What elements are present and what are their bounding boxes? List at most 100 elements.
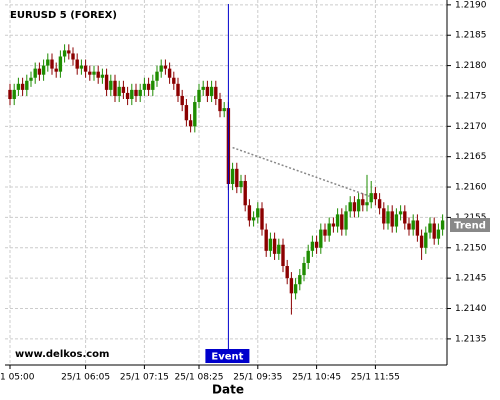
- candle-body: [8, 89, 12, 99]
- candles: [8, 44, 445, 315]
- candle-body: [281, 244, 285, 267]
- candle-body: [100, 74, 105, 78]
- candle-body: [277, 244, 281, 254]
- candle-body: [256, 208, 260, 218]
- y-tick-label: 1.2135: [455, 334, 487, 344]
- trend-line: [232, 146, 372, 198]
- candle-body: [209, 86, 214, 96]
- x-tick-label: 25/1 06:05: [61, 373, 110, 383]
- candle-body: [264, 229, 268, 251]
- candle-body: [239, 180, 243, 188]
- candle-body: [373, 193, 378, 200]
- candle-body: [386, 211, 390, 224]
- candle-body: [289, 278, 294, 294]
- candle-body: [407, 223, 411, 230]
- candle-body: [377, 199, 382, 209]
- candle-body: [33, 68, 37, 78]
- candle-body: [62, 50, 67, 57]
- candle-body: [428, 223, 432, 233]
- event-label: Event: [211, 352, 243, 363]
- candle-body: [340, 214, 344, 230]
- candle-body: [319, 229, 323, 248]
- y-tick-label: 1.2185: [455, 31, 487, 41]
- candle-body: [382, 208, 386, 224]
- candle-body: [335, 214, 340, 227]
- candle-body: [184, 105, 189, 121]
- x-tick-label: 25/1 07:15: [120, 373, 169, 383]
- x-tick-label: 25/1 11:55: [351, 373, 400, 383]
- candle-body: [113, 80, 117, 96]
- candle-body: [302, 262, 306, 276]
- candle-body: [361, 199, 365, 206]
- y-tick-label: 1.2165: [455, 152, 487, 162]
- candle-body: [146, 83, 151, 90]
- candle-body: [411, 220, 415, 230]
- candle-body: [125, 92, 130, 99]
- candle-body: [83, 65, 88, 72]
- candle-body: [243, 180, 247, 206]
- candle-body: [134, 89, 138, 96]
- candle-body: [365, 202, 369, 206]
- candle-body: [159, 65, 163, 72]
- grid: [5, 0, 447, 365]
- x-tick-label: 25/1 05:00: [0, 373, 35, 383]
- candle-body: [327, 223, 331, 236]
- candle-body: [222, 108, 226, 112]
- candle-body: [71, 53, 75, 60]
- chart-title: EURUSD 5 (FOREX): [10, 10, 117, 21]
- candle-body: [117, 86, 121, 96]
- candle-body: [46, 59, 50, 66]
- y-tick-label: 1.2170: [455, 122, 487, 132]
- trend-label: Trend: [454, 221, 486, 232]
- candle-body: [310, 241, 315, 251]
- x-tick-label: 25/1 08:25: [174, 373, 223, 383]
- candle-body: [130, 89, 134, 99]
- candle-body: [394, 214, 399, 227]
- candle-body: [323, 229, 327, 236]
- candle-body: [369, 193, 373, 203]
- candle-body: [41, 65, 46, 75]
- candle-body: [235, 168, 239, 188]
- candle-body: [356, 199, 361, 212]
- candle-body: [176, 83, 180, 96]
- candle-body: [285, 266, 289, 279]
- candle-body: [20, 83, 25, 90]
- candle-body: [75, 59, 79, 69]
- candle-body: [96, 71, 100, 78]
- candle-body: [415, 220, 420, 236]
- y-tick-label: 1.2175: [455, 91, 487, 101]
- candle-body: [54, 68, 58, 72]
- candle-body: [197, 89, 201, 103]
- candle-body: [298, 275, 302, 285]
- candle-body: [167, 68, 172, 78]
- candle-body: [436, 229, 441, 239]
- candle-body: [218, 98, 222, 112]
- candle-body: [172, 77, 176, 84]
- candle-body: [88, 71, 92, 75]
- y-tick-label: 1.2140: [455, 304, 487, 314]
- candle-body: [151, 80, 155, 90]
- candle-body: [58, 56, 63, 72]
- y-tick-label: 1.2160: [455, 183, 487, 193]
- candle-body: [180, 95, 184, 106]
- candle-body: [440, 220, 445, 230]
- candle-body: [432, 223, 436, 239]
- candle-body: [201, 86, 205, 90]
- x-tick-label: 25/1 09:35: [233, 373, 282, 383]
- candle-body: [247, 205, 252, 221]
- candle-body: [50, 59, 54, 69]
- trend-label-box: [450, 218, 490, 232]
- candle-body: [29, 77, 33, 81]
- candle-body: [25, 80, 29, 90]
- candle-body: [121, 86, 126, 93]
- candle-body: [403, 211, 407, 224]
- event-label-box: [205, 349, 250, 363]
- candle-body: [424, 232, 428, 248]
- y-tick-label: 1.2145: [455, 274, 487, 284]
- candle-body: [352, 202, 357, 212]
- candle-body: [344, 211, 348, 230]
- watermark: www.delkos.com: [15, 349, 109, 360]
- candle-body: [188, 120, 193, 127]
- candle-body: [205, 86, 210, 96]
